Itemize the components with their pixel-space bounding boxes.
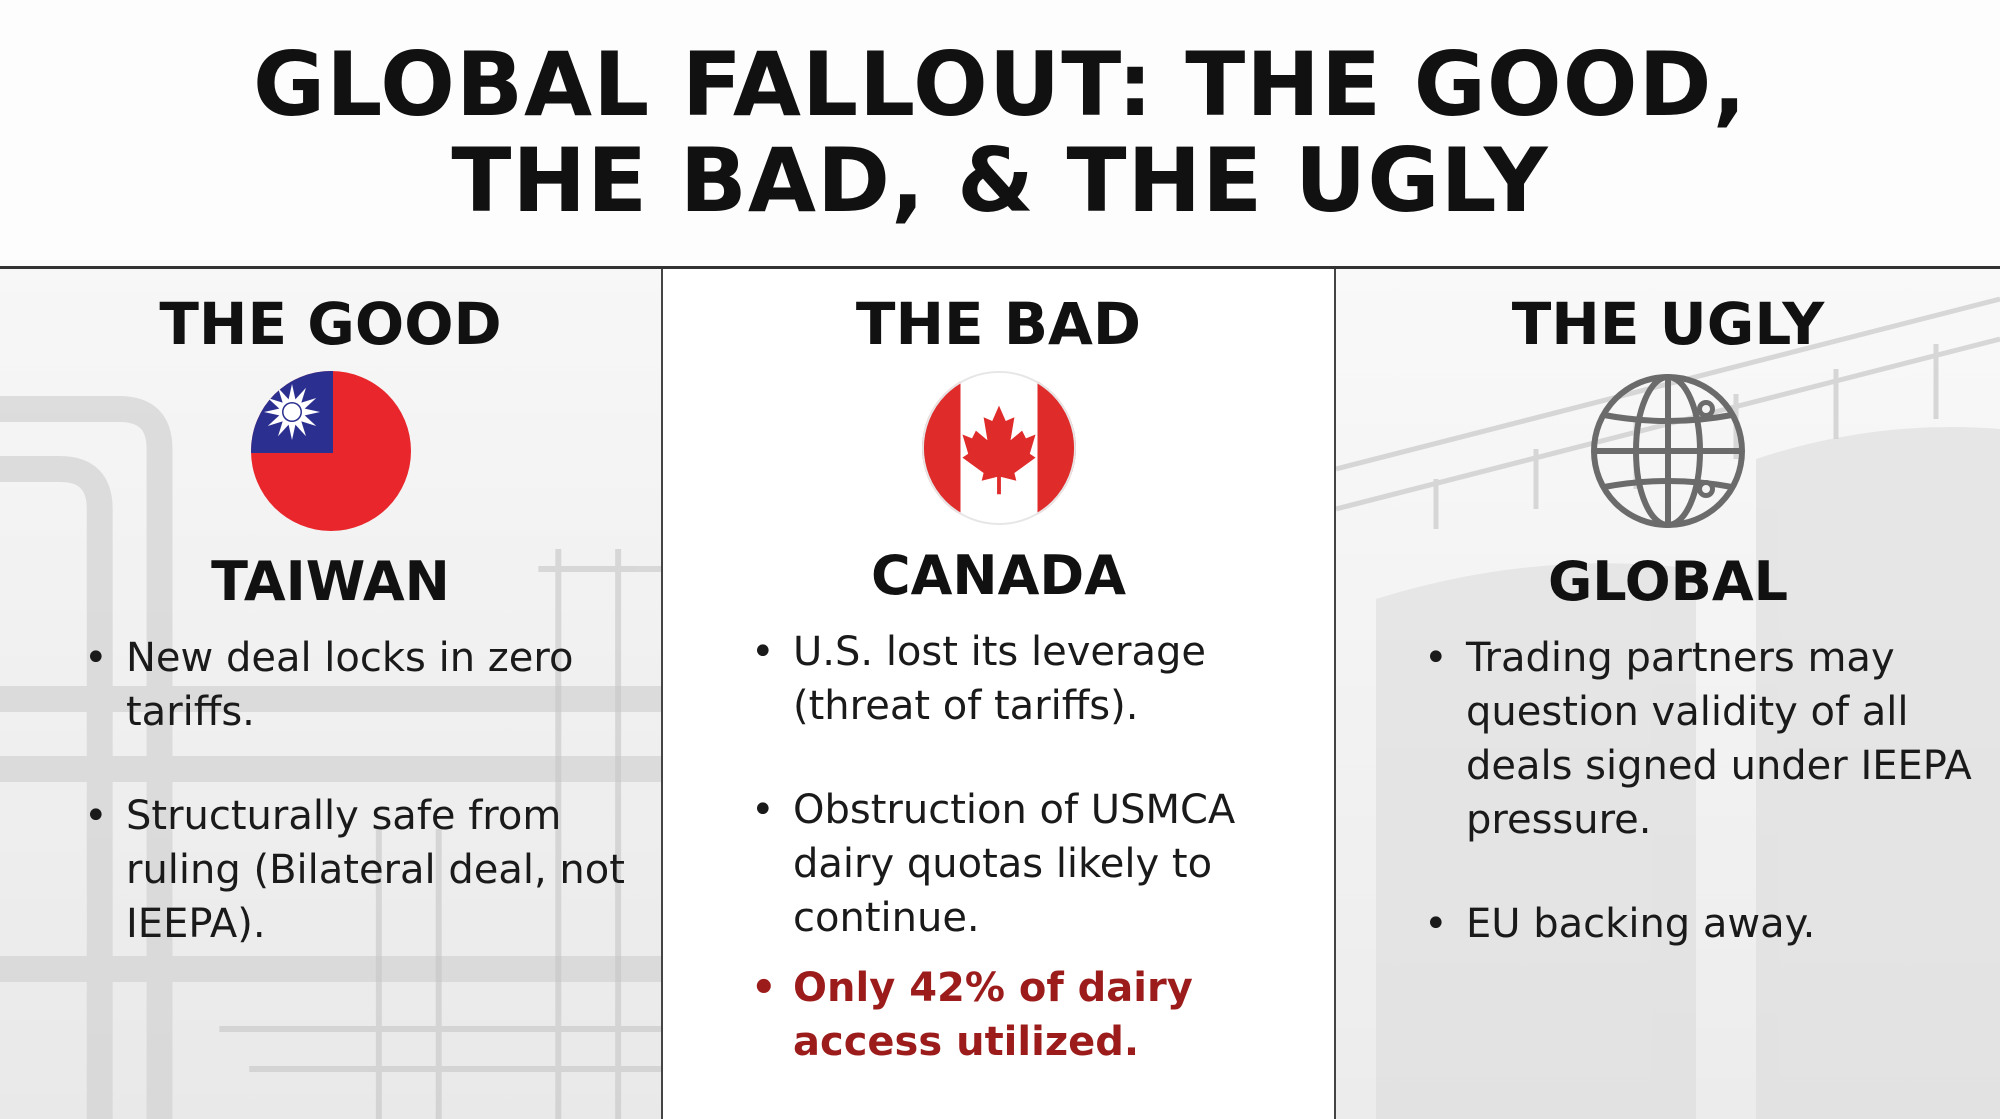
- column-bad: THE BAD CANADA • U.S. lost its leverage (…: [663, 269, 1336, 1119]
- canada-flag-icon: [921, 371, 1076, 525]
- bullet-list: • Trading partners may question validity …: [1336, 631, 2000, 1001]
- bullet-item: • Obstruction of USMCA dairy quotas likel…: [751, 787, 1236, 941]
- bullet-item: • New deal locks in zero tariffs.: [84, 635, 574, 735]
- bullet-item: • EU backing away.: [1424, 901, 1816, 947]
- columns: THE GOOD: [0, 266, 2000, 1119]
- storage-tanks-background: [1336, 296, 2000, 1119]
- highlight-bullet-item: • Only 42% of dairy access utilized.: [751, 965, 1193, 1065]
- header: GLOBAL FALLOUT: THE GOOD, THE BAD, & THE…: [0, 0, 2000, 266]
- column-heading: THE BAD: [855, 290, 1142, 358]
- bullet-item: • Structurally safe from ruling (Bilatera…: [84, 793, 625, 947]
- country-name: TAIWAN: [211, 550, 450, 613]
- country-name: GLOBAL: [1547, 550, 1789, 613]
- column-heading: THE GOOD: [159, 290, 502, 358]
- bullet-list: • U.S. lost its leverage (threat of tarif…: [663, 625, 1334, 1119]
- bullet-list: • New deal locks in zero tariffs. • Struct…: [0, 631, 661, 1001]
- globe-icon: [1591, 374, 1745, 528]
- title-line-2: THE BAD, & THE UGLY: [451, 129, 1549, 232]
- column-good: THE GOOD: [0, 269, 663, 1119]
- taiwan-flag-icon: [250, 371, 411, 531]
- bullet-item: • U.S. lost its leverage (threat of tarif…: [751, 629, 1206, 729]
- column-heading: THE UGLY: [1511, 290, 1825, 358]
- title-line-1: GLOBAL FALLOUT: THE GOOD,: [252, 33, 1748, 136]
- country-name: CANADA: [870, 544, 1127, 607]
- industrial-pipes-background: [0, 396, 661, 1119]
- column-ugly: THE UGLY GLOBAL • Trading partners may qu…: [1336, 269, 2000, 1119]
- bullet-item: • Trading partners may question validity …: [1424, 635, 1972, 843]
